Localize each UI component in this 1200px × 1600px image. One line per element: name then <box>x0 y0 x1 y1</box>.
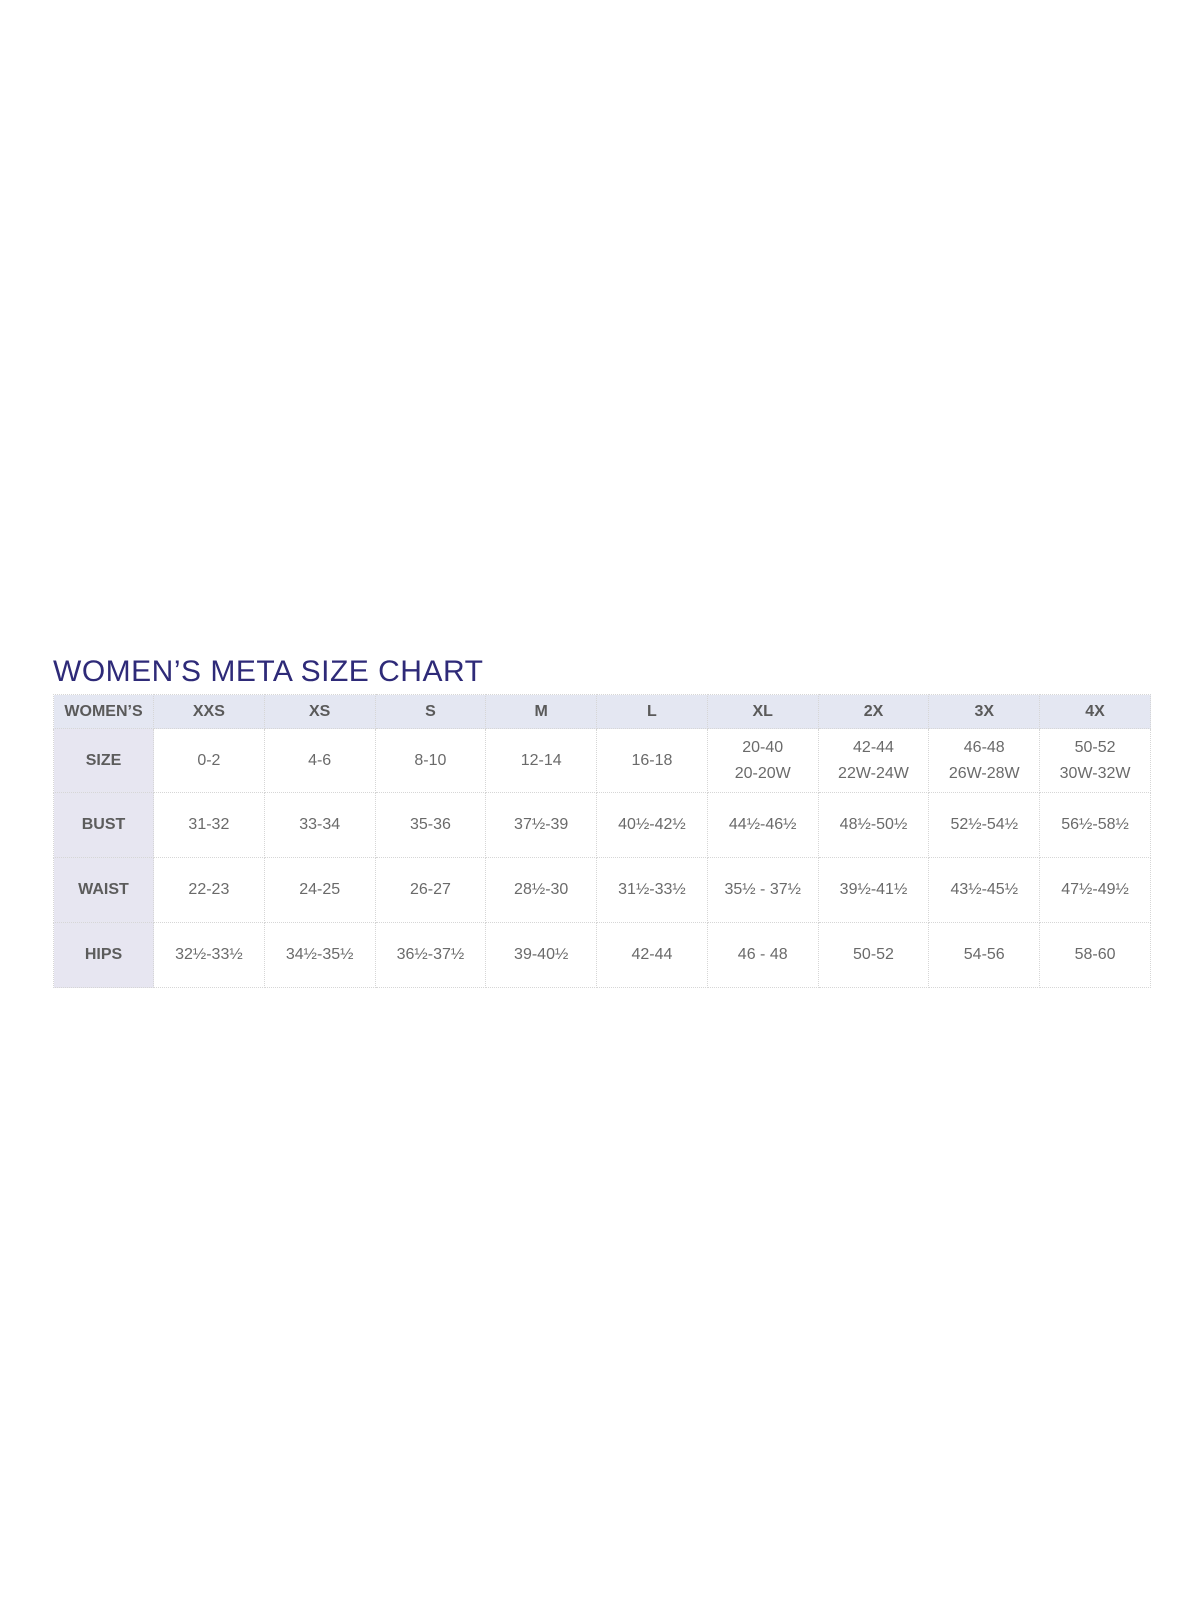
table-cell: 54-56 <box>928 922 1041 988</box>
table-cell: 34½-35½ <box>263 922 376 988</box>
table-cell: 8-10 <box>374 728 487 793</box>
table-cell: 42-44 22W-24W <box>817 728 930 793</box>
table-cell: 47½-49½ <box>1039 857 1151 923</box>
table-cell: 50-52 30W-32W <box>1039 728 1151 793</box>
table-cell: 33-34 <box>263 792 376 858</box>
cell-value: 31½-33½ <box>618 881 686 898</box>
table-cell: 24-25 <box>263 857 376 923</box>
cell-value: 22W-24W <box>838 764 909 782</box>
cell-value: 8-10 <box>414 751 447 769</box>
table-cell: 0-2 <box>153 728 265 793</box>
column-header-xs: XS <box>263 694 376 729</box>
table-cell: 26-27 <box>374 857 487 923</box>
size-chart-table: WOMEN’S XXS XS S M L XL 2X 3X 4X SIZE 0-2 4-6 8-10 1… <box>53 694 1151 988</box>
table-cell: 46 - 48 <box>706 922 819 988</box>
cell-value: 31-32 <box>188 816 230 833</box>
cell-value: 24-25 <box>299 881 341 898</box>
corner-header: WOMEN’S <box>53 694 154 729</box>
table-cell: 58-60 <box>1039 922 1151 988</box>
cell-value: 20-40 <box>742 738 784 756</box>
page-title: WOMEN’S META SIZE CHART <box>53 655 484 688</box>
cell-value: 34½-35½ <box>285 946 354 963</box>
table-row: SIZE 0-2 4-6 8-10 12-14 16-18 20-40 20-20W 42-44… <box>53 728 1151 793</box>
cell-value: 50-52 <box>853 946 894 963</box>
cell-value: 22-23 <box>188 881 230 898</box>
cell-value: 0-2 <box>197 751 221 769</box>
column-header-m: M <box>485 694 598 729</box>
table-cell: 56½-58½ <box>1039 792 1151 858</box>
cell-value: 39½-41½ <box>839 881 908 898</box>
table-cell: 48½-50½ <box>817 792 930 858</box>
cell-value: 26W-28W <box>948 764 1020 782</box>
table-cell: 12-14 <box>485 728 598 793</box>
cell-value: 35½ - 37½ <box>724 881 801 898</box>
cell-value: 54-56 <box>963 946 1005 963</box>
table-cell: 52½-54½ <box>928 792 1041 858</box>
table-cell: 28½-30 <box>485 857 598 923</box>
column-header-3x: 3X <box>928 694 1041 729</box>
cell-value: 12-14 <box>520 751 562 769</box>
cell-value: 35-36 <box>409 816 451 833</box>
row-label: SIZE <box>53 728 154 793</box>
table-cell: 37½-39 <box>485 792 598 858</box>
column-header-l: L <box>596 694 708 729</box>
column-header-xxs: XXS <box>153 694 265 729</box>
table-row: WAIST 22-23 24-25 26-27 28½-30 31½-33½ 35½ - 3… <box>53 857 1151 923</box>
table-cell: 31-32 <box>153 792 265 858</box>
cell-value: 16-18 <box>631 751 673 769</box>
table-cell: 4-6 <box>263 728 376 793</box>
table-row: HIPS 32½-33½ 34½-35½ 36½-37½ 39-40½ 42-44 46 -… <box>53 922 1151 988</box>
row-label: WAIST <box>53 857 154 923</box>
column-header-4x: 4X <box>1039 694 1151 729</box>
table-row: BUST 31-32 33-34 35-36 37½-39 40½-42½ 44½-46½ 4… <box>53 792 1151 858</box>
table-cell: 20-40 20-20W <box>706 728 819 793</box>
cell-value: 36½-37½ <box>396 946 465 963</box>
row-label: BUST <box>53 792 154 858</box>
table-cell: 35-36 <box>374 792 487 858</box>
header-row: WOMEN’S XXS XS S M L XL 2X 3X 4X <box>53 694 1151 729</box>
column-header-2x: 2X <box>817 694 930 729</box>
table-cell: 50-52 <box>817 922 930 988</box>
cell-value: 37½-39 <box>514 816 569 833</box>
table-cell: 40½-42½ <box>596 792 708 858</box>
cell-value: 33-34 <box>299 816 341 833</box>
column-header-s: S <box>374 694 487 729</box>
cell-value: 42-44 <box>631 946 673 963</box>
cell-value: 46-48 <box>963 738 1005 756</box>
cell-value: 20-20W <box>734 764 791 782</box>
cell-value: 46 - 48 <box>737 946 788 963</box>
table-cell: 43½-45½ <box>928 857 1041 923</box>
table-cell: 31½-33½ <box>596 857 708 923</box>
cell-value: 44½-46½ <box>728 816 797 833</box>
cell-value: 39-40½ <box>514 946 569 963</box>
table-cell: 44½-46½ <box>706 792 819 858</box>
cell-value: 32½-33½ <box>175 946 243 963</box>
table-cell: 16-18 <box>596 728 708 793</box>
table-cell: 39-40½ <box>485 922 598 988</box>
table-cell: 46-48 26W-28W <box>928 728 1041 793</box>
table-cell: 32½-33½ <box>153 922 265 988</box>
table-cell: 39½-41½ <box>817 857 930 923</box>
cell-value: 40½-42½ <box>618 816 686 833</box>
cell-value: 48½-50½ <box>839 816 908 833</box>
cell-value: 30W-32W <box>1059 764 1131 782</box>
cell-value: 43½-45½ <box>950 881 1019 898</box>
cell-value: 58-60 <box>1074 946 1116 963</box>
cell-value: 52½-54½ <box>950 816 1019 833</box>
column-header-xl: XL <box>706 694 819 729</box>
cell-value: 56½-58½ <box>1061 816 1129 833</box>
row-label: HIPS <box>53 922 154 988</box>
cell-value: 50-52 <box>1074 738 1116 756</box>
table-cell: 35½ - 37½ <box>706 857 819 923</box>
table-cell: 22-23 <box>153 857 265 923</box>
cell-value: 26-27 <box>409 881 451 898</box>
cell-value: 42-44 <box>853 738 894 756</box>
table-cell: 42-44 <box>596 922 708 988</box>
cell-value: 4-6 <box>308 751 332 769</box>
cell-value: 28½-30 <box>514 881 569 898</box>
cell-value: 47½-49½ <box>1061 881 1129 898</box>
table-cell: 36½-37½ <box>374 922 487 988</box>
